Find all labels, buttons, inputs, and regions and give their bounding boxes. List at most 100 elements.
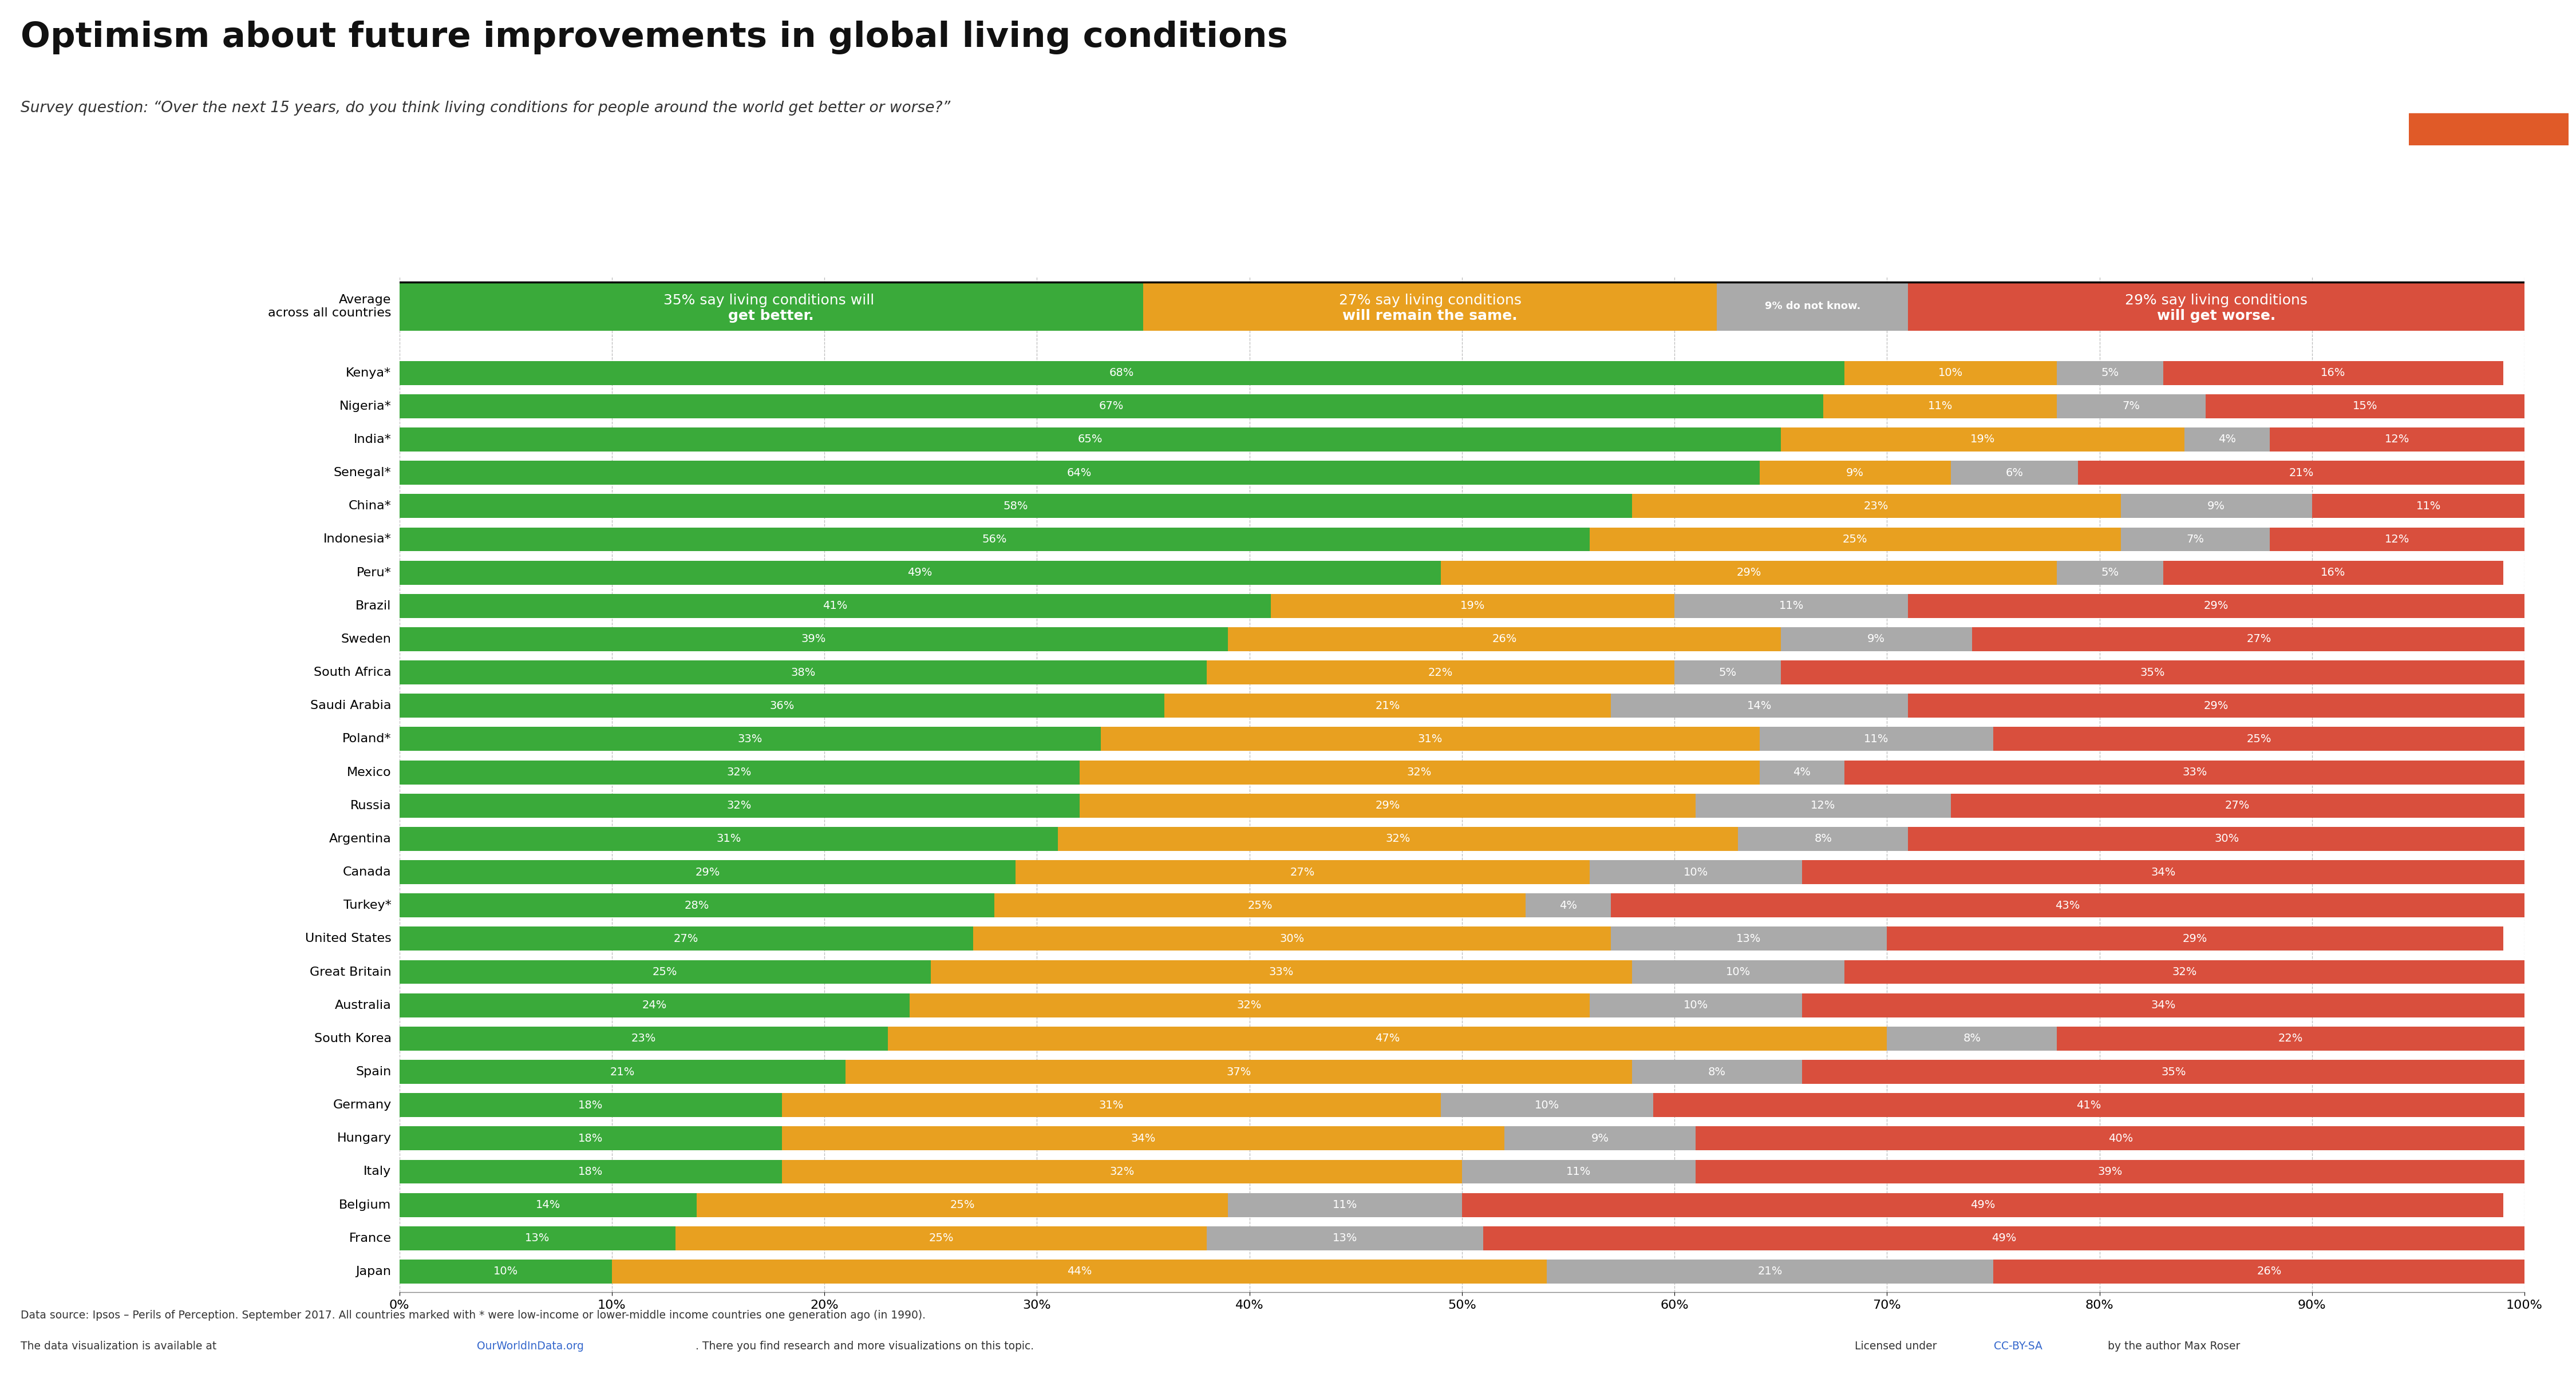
Bar xyxy=(1633,495,2120,518)
Text: 11%: 11% xyxy=(1780,600,1803,611)
Text: 65%: 65% xyxy=(1077,434,1103,445)
Text: 9%: 9% xyxy=(1868,634,1886,644)
Bar xyxy=(399,960,930,984)
Bar xyxy=(399,394,1824,419)
Text: 47%: 47% xyxy=(1376,1034,1399,1043)
Text: 18%: 18% xyxy=(577,1100,603,1111)
Bar xyxy=(1780,661,2524,684)
Text: 9%: 9% xyxy=(1847,467,1865,478)
Bar xyxy=(399,561,1440,585)
Text: 29%: 29% xyxy=(2205,600,2228,611)
Text: 10%: 10% xyxy=(1726,966,1752,977)
Text: 24%: 24% xyxy=(641,999,667,1010)
Text: 19%: 19% xyxy=(1461,600,1484,611)
Text: 5%: 5% xyxy=(2102,368,2120,379)
Text: 35%: 35% xyxy=(2141,668,2164,679)
Bar xyxy=(2120,495,2313,518)
Bar xyxy=(1695,1126,2545,1150)
Bar xyxy=(399,1093,783,1117)
Text: 34%: 34% xyxy=(2151,867,2177,878)
Bar xyxy=(783,1093,1440,1117)
Bar xyxy=(399,860,1015,884)
Bar xyxy=(1780,627,1973,651)
Text: 5%: 5% xyxy=(2102,567,2120,578)
Text: 33%: 33% xyxy=(2182,767,2208,778)
Bar xyxy=(1100,727,1759,750)
Bar xyxy=(1803,860,2524,884)
Text: 9% do not know.: 9% do not know. xyxy=(1765,301,1860,311)
Text: 11%: 11% xyxy=(2416,500,2442,511)
Text: 16%: 16% xyxy=(2321,567,2347,578)
Text: CC-BY-SA: CC-BY-SA xyxy=(1994,1341,2043,1352)
Text: 25%: 25% xyxy=(951,1200,974,1211)
Bar xyxy=(675,1226,1206,1251)
Text: 12%: 12% xyxy=(1811,800,1837,811)
Bar xyxy=(889,1027,1886,1050)
Bar xyxy=(974,927,1610,951)
Bar xyxy=(399,727,1100,750)
Bar xyxy=(2056,361,2164,386)
Text: 27%: 27% xyxy=(675,933,698,944)
Bar xyxy=(1886,927,2504,951)
Text: 58%: 58% xyxy=(1002,500,1028,511)
Text: 32%: 32% xyxy=(726,800,752,811)
Text: 36%: 36% xyxy=(770,701,793,712)
Bar xyxy=(1844,361,2056,386)
Text: 29% say living conditions: 29% say living conditions xyxy=(2125,294,2308,308)
Bar xyxy=(1886,1027,2056,1050)
Text: Optimism about future improvements in global living conditions: Optimism about future improvements in gl… xyxy=(21,21,1288,54)
Bar xyxy=(2056,394,2205,419)
Text: 29%: 29% xyxy=(696,867,719,878)
Bar xyxy=(399,427,1780,452)
Bar xyxy=(399,1159,783,1183)
Text: 11%: 11% xyxy=(1927,401,1953,412)
Bar xyxy=(1633,960,1844,984)
Text: 27%: 27% xyxy=(2226,800,2249,811)
Bar xyxy=(2164,361,2504,386)
Text: in Data: in Data xyxy=(2465,70,2512,82)
Text: 18%: 18% xyxy=(577,1133,603,1144)
Bar xyxy=(399,760,1079,784)
Bar xyxy=(1610,694,1909,717)
Text: 4%: 4% xyxy=(1558,900,1577,911)
Text: 18%: 18% xyxy=(577,1166,603,1177)
Bar xyxy=(399,661,1206,684)
Bar xyxy=(1144,282,1716,330)
Bar xyxy=(399,594,1270,618)
Text: 12%: 12% xyxy=(2385,434,2409,445)
Text: 32%: 32% xyxy=(1406,767,1432,778)
Bar xyxy=(783,1126,1504,1150)
Bar xyxy=(399,893,994,918)
Bar xyxy=(1759,460,1950,485)
Text: 8%: 8% xyxy=(1814,833,1832,844)
Text: 12%: 12% xyxy=(2385,533,2409,545)
Bar xyxy=(1739,826,1909,851)
Bar xyxy=(1844,960,2524,984)
Bar xyxy=(1994,727,2524,750)
Text: 6%: 6% xyxy=(2007,467,2022,478)
Text: The data visualization is available at: The data visualization is available at xyxy=(21,1341,219,1352)
Text: 10%: 10% xyxy=(1682,999,1708,1010)
Bar xyxy=(1463,1159,1695,1183)
Text: Licensed under: Licensed under xyxy=(1855,1341,1940,1352)
Bar xyxy=(1950,460,2079,485)
Bar xyxy=(399,994,909,1017)
Text: 15%: 15% xyxy=(2352,401,2378,412)
Bar xyxy=(2120,528,2269,551)
Bar xyxy=(1206,661,1674,684)
Text: 31%: 31% xyxy=(1417,734,1443,745)
Text: 41%: 41% xyxy=(2076,1100,2102,1111)
Bar xyxy=(399,1027,889,1050)
Text: 11%: 11% xyxy=(1332,1200,1358,1211)
Bar xyxy=(1504,1126,1695,1150)
Text: Data source: Ipsos – Perils of Perception. September 2017. All countries marked : Data source: Ipsos – Perils of Perceptio… xyxy=(21,1310,925,1321)
Bar xyxy=(1803,1060,2545,1083)
Bar xyxy=(399,793,1079,818)
Bar xyxy=(1463,1193,2504,1218)
Text: 27%: 27% xyxy=(2246,634,2272,644)
Text: 32%: 32% xyxy=(1110,1166,1133,1177)
Bar xyxy=(1610,927,1886,951)
Text: 4%: 4% xyxy=(1793,767,1811,778)
Text: 49%: 49% xyxy=(1971,1200,1994,1211)
Text: 10%: 10% xyxy=(1937,368,1963,379)
